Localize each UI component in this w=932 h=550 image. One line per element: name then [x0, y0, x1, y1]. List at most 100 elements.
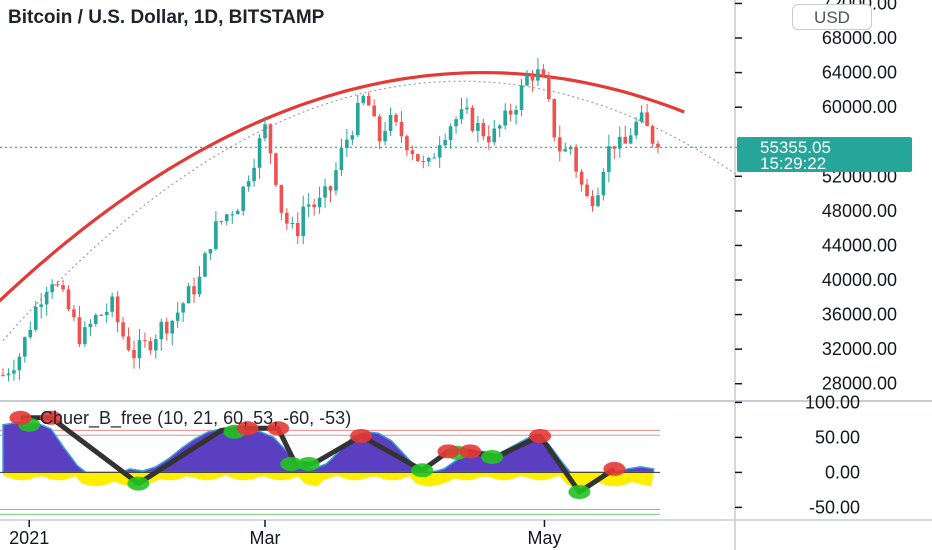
candle-body: [104, 311, 109, 316]
candle-body: [121, 322, 125, 337]
peak-marker: [529, 429, 552, 443]
candle-body: [361, 95, 366, 103]
candle-body: [503, 110, 507, 126]
candle-body: [323, 186, 327, 198]
zero-band: [3, 472, 654, 487]
badge-countdown: 15:29:22: [760, 154, 826, 173]
candle-body: [132, 349, 136, 359]
candle-body: [50, 284, 54, 293]
candle-body: [246, 181, 251, 187]
candle-body: [410, 150, 415, 155]
candle-body: [421, 161, 426, 163]
zigzag-line: [20, 415, 616, 495]
candle-body: [355, 102, 360, 136]
candle-body: [115, 296, 120, 323]
candle-body: [585, 184, 589, 197]
candle-body: [295, 222, 300, 237]
candle-body: [574, 146, 578, 172]
candle-body: [328, 186, 333, 191]
indicator-tick-label: 50.00: [815, 427, 860, 447]
candle-body: [388, 114, 393, 132]
candle-body: [552, 99, 557, 138]
price-tick-label: 40000.00: [822, 270, 897, 290]
candle-body: [426, 157, 431, 162]
candle-body: [557, 137, 562, 152]
candle-body: [508, 110, 513, 115]
candle-body: [579, 171, 584, 185]
candle-body: [541, 69, 546, 77]
indicator-label: Chuer_B_free (10, 21, 60, 53, -60, -53): [40, 408, 351, 429]
candle-body: [514, 109, 518, 115]
dotted-ma-line: [2, 80, 737, 341]
candle-body: [530, 74, 535, 81]
peak-marker: [350, 429, 373, 443]
candle-body: [345, 139, 349, 149]
time-tick-label: Mar: [250, 528, 281, 548]
indicator-tick-label: -50.00: [809, 497, 860, 517]
candle-body: [596, 195, 600, 207]
candle-body: [372, 105, 376, 117]
candle-body: [66, 289, 71, 310]
arc-line: [0, 70, 685, 303]
price-tick-label: 44000.00: [822, 235, 897, 255]
candle-body: [279, 184, 284, 213]
last-price-badge: 55355.05 15:29:22: [737, 137, 912, 173]
candle-body: [93, 314, 98, 324]
candle-body: [590, 196, 595, 207]
candle-body: [563, 149, 568, 152]
candle-body: [492, 128, 497, 143]
candle-body: [72, 309, 76, 318]
candle-body: [17, 356, 22, 371]
currency-button[interactable]: USD: [792, 4, 872, 30]
trough-marker: [127, 476, 150, 491]
candle-body: [55, 284, 60, 286]
candle-body: [334, 170, 338, 191]
trough-marker: [297, 457, 320, 471]
candle-body: [274, 153, 278, 185]
price-badge-bg: [737, 137, 912, 172]
candle-body: [175, 312, 180, 321]
candle-body: [1, 375, 5, 377]
candle-body: [203, 253, 207, 277]
trough-marker: [481, 450, 504, 464]
indicator-tick-label: 100.00: [805, 392, 860, 412]
time-tick-label: May: [527, 528, 561, 548]
price-tick-label: 36000.00: [822, 305, 897, 325]
chart-title: Bitcoin / U.S. Dollar, 1D, BITSTAMP: [8, 7, 325, 28]
candle-body: [312, 204, 316, 208]
indicator-tick-label: 0.00: [825, 462, 860, 482]
candle-body: [208, 249, 213, 254]
candle-body: [181, 303, 185, 313]
candle-body: [159, 321, 164, 340]
candle-body: [350, 135, 355, 140]
candle-body: [110, 296, 114, 312]
candle-body: [612, 146, 617, 149]
candle-body: [148, 341, 153, 351]
badge-price: 55355.05: [760, 138, 831, 157]
candle-body: [399, 121, 404, 137]
candlesticks: [1, 58, 660, 382]
candle-body: [186, 286, 191, 304]
candle-body: [61, 285, 65, 290]
candle-body: [126, 336, 131, 350]
price-tick-label: 48000.00: [822, 201, 897, 221]
candle-body: [88, 323, 93, 328]
candle-body: [39, 304, 44, 307]
candle-body: [470, 107, 475, 131]
candle-body: [617, 136, 622, 149]
candle-body: [317, 197, 322, 208]
candle-body: [601, 171, 606, 196]
candle-body: [650, 126, 655, 144]
candle-body: [623, 136, 628, 144]
indicator-zigzag: [20, 415, 616, 495]
peak-marker: [9, 410, 32, 425]
price-tick-label: 68000.00: [822, 28, 897, 48]
candle-body: [416, 154, 420, 162]
candle-body: [241, 186, 245, 211]
candle-body: [519, 85, 524, 110]
peak-marker: [267, 421, 290, 436]
candle-body: [432, 157, 437, 159]
indicator-axis-ticks: 100.00 50.00 0.00 -50.00: [735, 392, 860, 517]
candle-body: [257, 138, 262, 168]
trough-marker: [411, 463, 434, 478]
